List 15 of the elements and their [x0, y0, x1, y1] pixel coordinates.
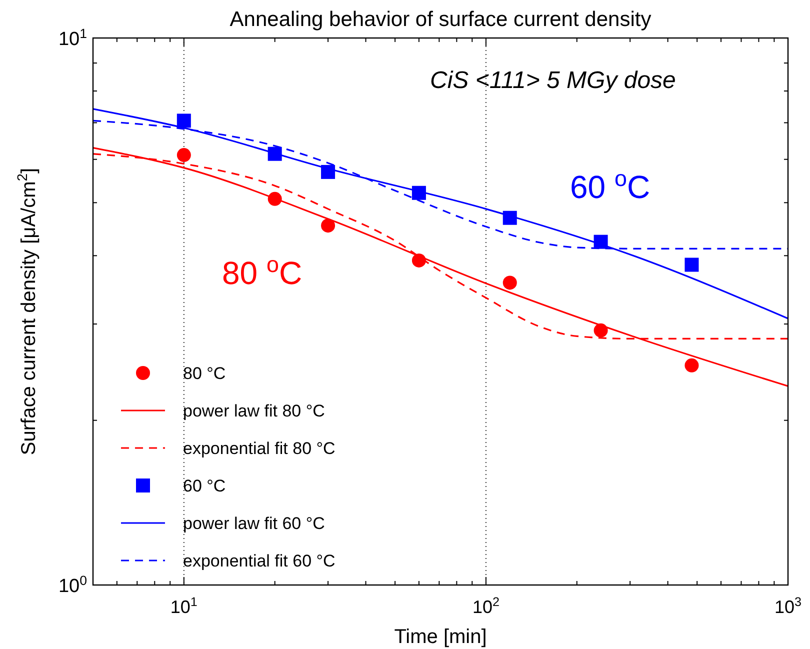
annotation: CiS <111> 5 MGy dose	[430, 67, 676, 94]
x-tick-label: 10$^{1}$	[170, 595, 198, 617]
y-tick-label: 10$^{0}$	[58, 572, 87, 597]
annotation: 80 $^{o}$C	[222, 252, 302, 291]
legend-label: power law fit 80 °C	[183, 402, 325, 420]
chart-title: Annealing behavior of surface current density	[230, 8, 652, 31]
x-axis-title: Time [min]	[394, 626, 487, 648]
legend-label: 80 °C	[183, 364, 226, 383]
x-tick-label: 10$^{3}$	[774, 595, 802, 617]
legend-label: exponential fit 60 °C	[183, 552, 336, 570]
legend-label: power law fit 60 °C	[183, 514, 325, 533]
x-tick-label: 10$^{2}$	[472, 595, 500, 617]
legend-label: 60 °C	[183, 476, 226, 496]
annotation: 60 $^{o}$C	[570, 166, 650, 205]
legend-label: exponential fit 80 °C	[183, 439, 336, 458]
